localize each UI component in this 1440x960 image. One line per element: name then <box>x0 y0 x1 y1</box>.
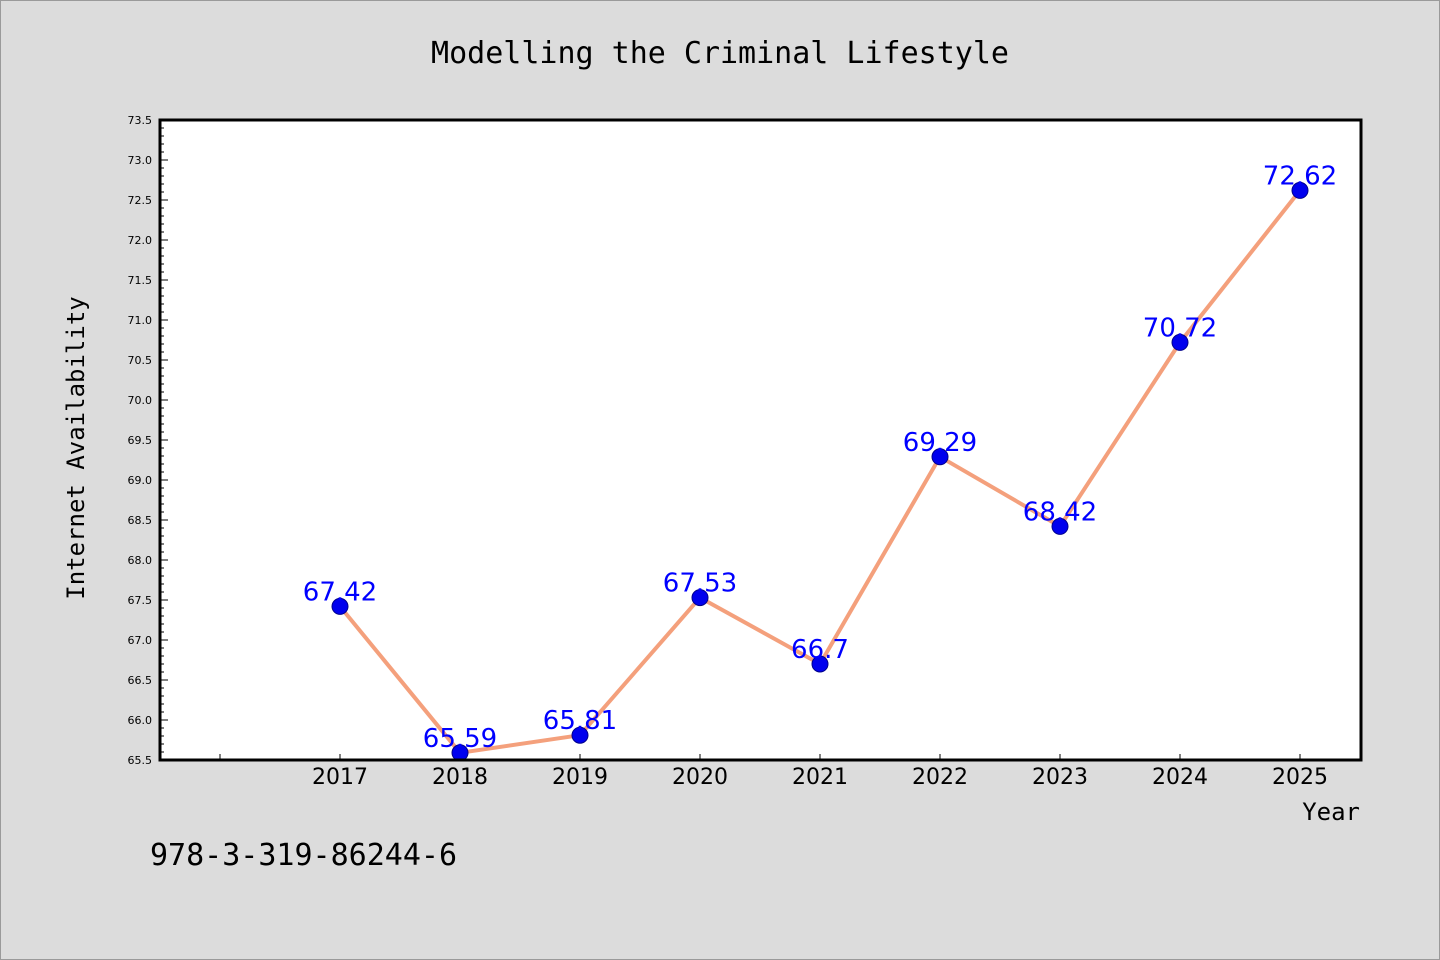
data-point <box>1291 181 1309 199</box>
data-point <box>1051 517 1069 535</box>
data-label: 68.42 <box>1023 497 1097 527</box>
y-tick-label: 69.0 <box>128 474 153 487</box>
x-tick-label: 2022 <box>912 765 968 790</box>
y-tick-label: 70.5 <box>128 354 153 367</box>
x-tick-label: 2018 <box>432 765 488 790</box>
x-tick-label: 2024 <box>1152 765 1208 790</box>
x-tick-label: 2020 <box>672 765 728 790</box>
data-label: 67.42 <box>303 577 377 607</box>
data-point <box>331 597 349 615</box>
y-tick-label: 72.0 <box>128 234 153 247</box>
y-tick-label: 67.0 <box>128 634 153 647</box>
data-label: 72.62 <box>1263 161 1337 191</box>
data-label: 66.7 <box>791 635 849 665</box>
data-label: 67.53 <box>663 569 737 599</box>
data-label: 65.59 <box>423 724 497 754</box>
data-point <box>691 589 709 607</box>
x-axis-label: Year <box>1302 798 1360 826</box>
y-tick-label: 71.5 <box>128 274 153 287</box>
chart-title: Modelling the Criminal Lifestyle <box>431 36 1009 71</box>
y-tick-label: 67.5 <box>128 594 153 607</box>
y-tick-label: 70.0 <box>128 394 153 407</box>
y-tick-label: 68.0 <box>128 554 153 567</box>
data-point <box>571 726 589 744</box>
y-tick-label: 68.5 <box>128 514 153 527</box>
x-tick-label: 2021 <box>792 765 848 790</box>
plot-frame <box>158 118 1363 762</box>
data-point <box>931 448 949 466</box>
y-tick-label: 66.0 <box>128 714 153 727</box>
x-tick-label: 2023 <box>1032 765 1088 790</box>
data-label: 70.72 <box>1143 313 1217 343</box>
series-group: 67.42 65.59 65.81 67.53 66.7 69.29 68.42 70.72 7… <box>303 161 1337 762</box>
y-axis-ticks: 65.5 66.0 66.5 67.0 67.5 68.0 68.5 69.0 69.5 70.0… <box>128 114 168 767</box>
plot-area <box>160 120 1361 760</box>
data-point <box>811 655 829 673</box>
y-tick-label: 73.5 <box>128 114 153 127</box>
footer-code: 978-3-319-86244-6 <box>150 838 457 873</box>
data-label: 65.81 <box>543 706 617 736</box>
data-point <box>1171 333 1189 351</box>
y-tick-label: 72.5 <box>128 194 153 207</box>
y-tick-label: 66.5 <box>128 674 153 687</box>
data-label: 69.29 <box>903 428 977 458</box>
y-tick-label: 69.5 <box>128 434 153 447</box>
x-tick-label: 2025 <box>1272 765 1328 790</box>
x-tick-label: 2019 <box>552 765 608 790</box>
x-axis-ticks: 2017 2018 2019 2020 2021 2022 2023 2024 2025 <box>219 754 1328 790</box>
y-tick-label: 71.0 <box>128 314 153 327</box>
y-axis-label: Internet Availability <box>62 296 90 599</box>
x-tick-label: 2017 <box>312 765 368 790</box>
y-tick-label: 73.0 <box>128 154 153 167</box>
y-tick-label: 65.5 <box>128 754 153 767</box>
